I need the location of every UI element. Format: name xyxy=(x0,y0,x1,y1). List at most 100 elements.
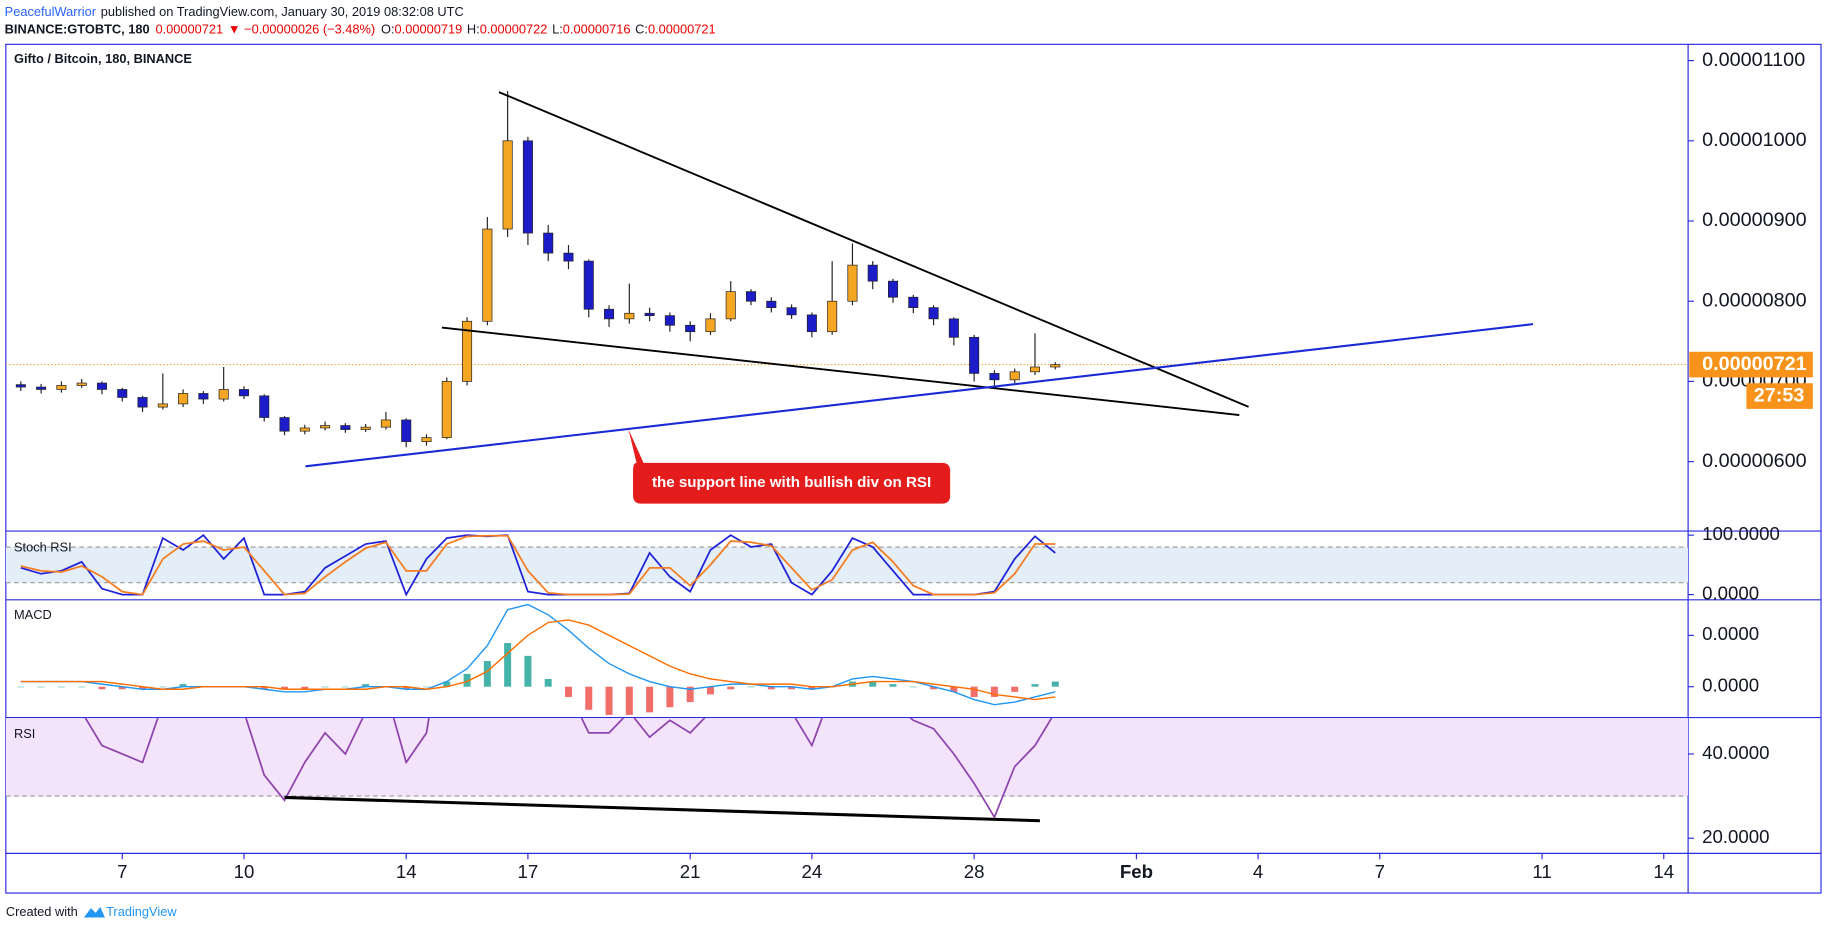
price-tag xyxy=(1689,351,1813,378)
countdown-tag xyxy=(1746,383,1813,409)
x-tick-label: 11 xyxy=(1532,861,1551,882)
histogram-bar xyxy=(402,686,410,690)
candle-body xyxy=(766,300,777,308)
histogram-bar xyxy=(443,681,451,687)
histogram-bar xyxy=(990,686,998,697)
candle-body xyxy=(36,386,47,390)
histogram-bar xyxy=(57,686,65,688)
histogram-bar xyxy=(585,686,593,710)
histogram-bar xyxy=(788,686,796,690)
candle-body xyxy=(320,425,331,429)
histogram-bar xyxy=(909,686,917,688)
candle-body xyxy=(583,260,594,310)
histogram-bar xyxy=(301,686,309,690)
candle-body xyxy=(604,308,615,320)
histogram-bar xyxy=(159,686,167,688)
ohlc-label: H: xyxy=(467,22,480,37)
header-line: PeacefulWarrior published on TradingView.… xyxy=(5,4,464,19)
y-tick-label: 0.00000900 xyxy=(1702,209,1807,231)
ohlc-label: C: xyxy=(635,22,648,37)
outer-frame xyxy=(5,43,1822,894)
band-fill xyxy=(5,718,1689,797)
countdown-label: 27:53 xyxy=(1754,384,1805,406)
candle-body xyxy=(969,336,980,374)
candle-body xyxy=(806,314,817,333)
candle-body xyxy=(705,318,716,333)
histogram-bar xyxy=(98,686,106,690)
candle-body xyxy=(198,393,209,400)
histogram-bar xyxy=(970,686,978,697)
candle-body xyxy=(117,389,128,398)
candle-body xyxy=(137,397,148,408)
pane xyxy=(5,91,1689,448)
histogram-bar xyxy=(727,686,735,690)
x-tick-label: 17 xyxy=(518,861,539,882)
candle-body xyxy=(15,384,26,388)
support-line xyxy=(305,323,1534,468)
candle-body xyxy=(928,307,939,320)
candle-body xyxy=(482,228,493,322)
ohlc-value: 0.00000721 xyxy=(648,22,716,37)
x-tick-label: 10 xyxy=(234,861,255,882)
candle-body xyxy=(360,426,371,430)
candle-body xyxy=(1029,366,1041,373)
histogram-bar xyxy=(281,686,289,690)
histogram-bar xyxy=(423,686,430,688)
y-tick-label: 0.00000800 xyxy=(1702,289,1807,311)
indicator-line xyxy=(20,619,1056,701)
histogram-bar xyxy=(686,686,694,703)
histogram-bar xyxy=(1051,681,1059,687)
ohlc-value: 0.00000722 xyxy=(480,22,548,37)
histogram-bar xyxy=(483,661,491,687)
symbol: BINANCE:GTOBTC, 180 xyxy=(5,22,150,37)
histogram-bar xyxy=(605,686,613,715)
histogram-bar xyxy=(362,684,370,687)
histogram-bar xyxy=(950,686,958,692)
callout-text: the support line with bullish div on RSI xyxy=(652,474,931,491)
candle-body xyxy=(56,385,67,390)
trend-line xyxy=(441,326,1240,416)
candle-body xyxy=(847,264,858,302)
histogram-bar xyxy=(869,681,877,687)
change: ▼ −0.00000026 (−3.48%) xyxy=(228,22,375,37)
histogram-bar xyxy=(179,684,187,687)
candle-body xyxy=(948,318,959,338)
x-tick-label: 28 xyxy=(964,861,985,882)
indicator-line xyxy=(20,534,1056,596)
histogram-bar xyxy=(118,686,126,690)
pane-title: Gifto / Bitcoin, 180, BINANCE xyxy=(14,51,192,66)
y-tick-label: 0.0000 xyxy=(1702,583,1759,604)
x-tick-label: 7 xyxy=(117,861,127,882)
candle-body xyxy=(644,312,655,317)
histogram-bar xyxy=(625,686,633,715)
candle-body xyxy=(279,417,290,432)
y-tick-label: 20.0000 xyxy=(1702,826,1769,847)
histogram-bar xyxy=(747,686,755,688)
candle-body xyxy=(178,393,189,405)
histogram-bar xyxy=(524,655,532,687)
plot-layer: 7 10 14 17 21 24 28 Feb 4 7 11 140.000011000.000010… xyxy=(5,49,1813,882)
histogram-bar xyxy=(767,686,775,690)
candle-body xyxy=(340,425,351,430)
candle-body xyxy=(502,140,513,230)
ohlc-value: 0.00000716 xyxy=(563,22,631,37)
candle-body xyxy=(401,419,412,442)
histogram-bar xyxy=(666,686,674,708)
band-fill xyxy=(5,547,1689,583)
footer-brand: TradingView xyxy=(106,904,177,919)
candle-body xyxy=(827,300,838,333)
y-tick-label: 100.0000 xyxy=(1702,523,1780,544)
candle-body xyxy=(157,403,168,408)
x-tick-label: 14 xyxy=(1653,861,1674,882)
histogram-bar xyxy=(260,686,268,690)
x-tick-label: 21 xyxy=(680,861,701,882)
histogram-bar xyxy=(17,686,25,688)
rsi-divergence-line xyxy=(284,795,1040,823)
histogram-bar xyxy=(1011,686,1019,692)
y-tick-label: 0.00001000 xyxy=(1702,129,1807,151)
trend-line xyxy=(498,91,1249,408)
candle-body xyxy=(887,280,899,298)
ohlc-label: L: xyxy=(552,22,563,37)
price-tag-label: 0.00000721 xyxy=(1702,353,1807,375)
